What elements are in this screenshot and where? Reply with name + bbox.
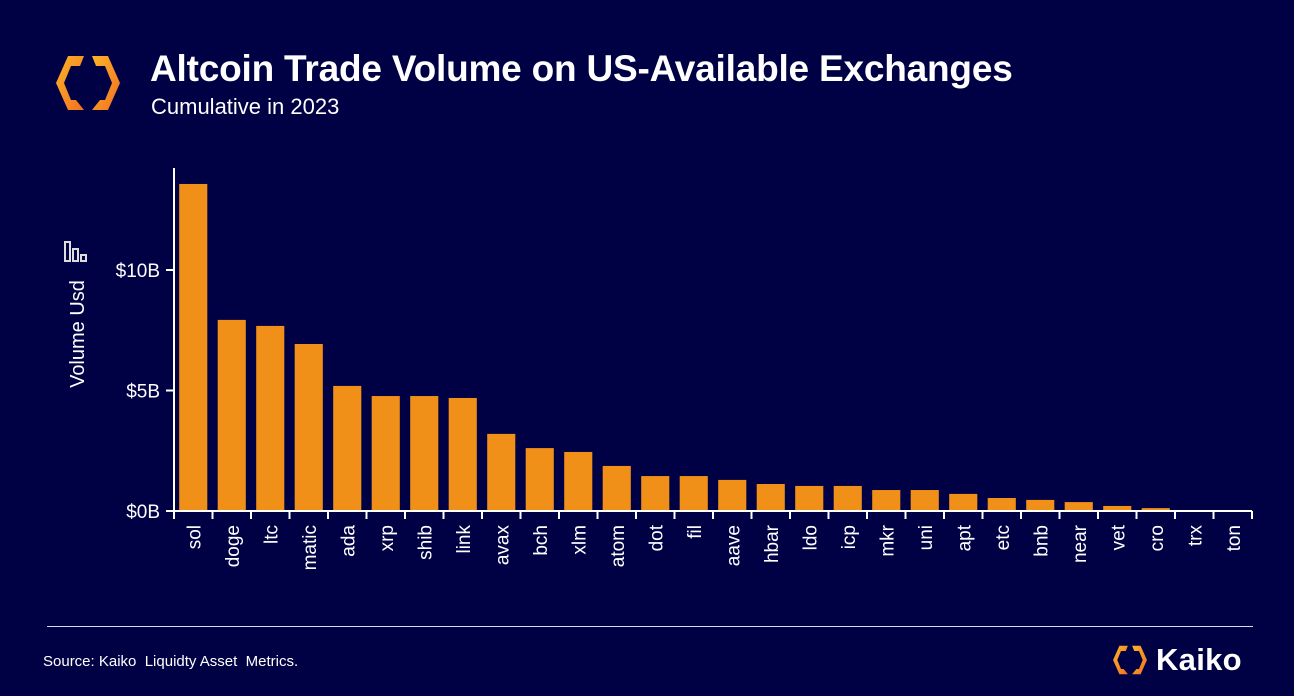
x-tick-label: xlm [569,525,590,555]
bar-hbar[interactable] [756,484,785,511]
x-tick-label: matic [300,525,321,570]
x-tick-label: vet [1108,524,1129,550]
x-tick-label: bnb [1031,525,1052,557]
bar-near[interactable] [1064,502,1093,511]
x-tick-label: dot [646,524,667,551]
x-tick-label: ton [1224,525,1245,551]
x-tick-label: bch [531,525,552,556]
bar-aave[interactable] [718,479,747,511]
bar-sol[interactable] [179,183,208,511]
y-tick-label: $5B [126,382,160,403]
x-tick-label: ada [338,525,359,557]
bar-chart-sort-icon[interactable] [64,240,88,264]
x-tick-label: trx [1185,525,1206,547]
x-tick-label: apt [954,524,975,551]
x-tick-label: avax [492,525,513,566]
footer-divider [47,626,1253,627]
bar-avax[interactable] [487,433,516,511]
bar-ldo[interactable] [795,485,824,511]
bar-atom[interactable] [602,465,631,511]
bar-link[interactable] [448,397,477,511]
x-tick-label: mkr [877,524,898,556]
bar-bnb[interactable] [1026,499,1055,511]
x-tick-label: link [454,525,475,554]
bar-ada[interactable] [333,385,362,511]
bar-matic[interactable] [294,343,323,511]
bar-etc[interactable] [987,497,1016,511]
bar-vet[interactable] [1103,505,1132,511]
x-tick-label: sol [184,525,205,549]
brand-logo: Kaiko [1112,640,1242,680]
bar-mkr[interactable] [872,490,901,511]
bar-uni[interactable] [910,490,939,511]
brand-name: Kaiko [1156,642,1242,677]
bar-ltc[interactable] [256,325,285,511]
bar-doge[interactable] [217,319,246,511]
x-tick-label: atom [608,525,629,567]
kaiko-logo-icon [56,56,120,110]
bar-bch[interactable] [525,448,554,511]
y-tick-label: $0B [126,502,160,523]
x-tick-label: aave [723,525,744,566]
bar-dot[interactable] [641,476,670,511]
x-tick-label: cro [1147,525,1168,551]
x-tick-label: uni [916,525,937,550]
bar-xlm[interactable] [564,451,593,511]
chart-title: Altcoin Trade Volume on US-Available Exc… [150,48,1013,89]
x-tick-label: ldo [800,525,821,550]
x-tick-label: ltc [261,525,282,544]
bar-cro[interactable] [1141,508,1170,511]
x-tick-label: icp [839,525,860,549]
bar-apt[interactable] [949,493,978,511]
y-axis-label: Volume Usd [67,280,89,388]
kaiko-brand-icon [1113,645,1147,675]
y-tick-label: $10B [116,261,160,282]
x-tick-label: doge [223,525,244,567]
bar-shib[interactable] [410,396,439,511]
bar-xrp[interactable] [371,396,400,511]
source-note: Source: Kaiko Liquidty Asset Metrics. [43,653,299,670]
x-tick-label: hbar [762,524,783,563]
chart-subtitle: Cumulative in 2023 [151,94,340,119]
bar-fil[interactable] [679,476,708,511]
x-tick-label: fil [685,525,706,539]
bar-icp[interactable] [833,485,862,511]
x-tick-label: near [1070,524,1091,563]
x-tick-label: xrp [377,525,398,551]
x-tick-label: etc [993,525,1014,550]
x-tick-label: shib [415,525,436,560]
